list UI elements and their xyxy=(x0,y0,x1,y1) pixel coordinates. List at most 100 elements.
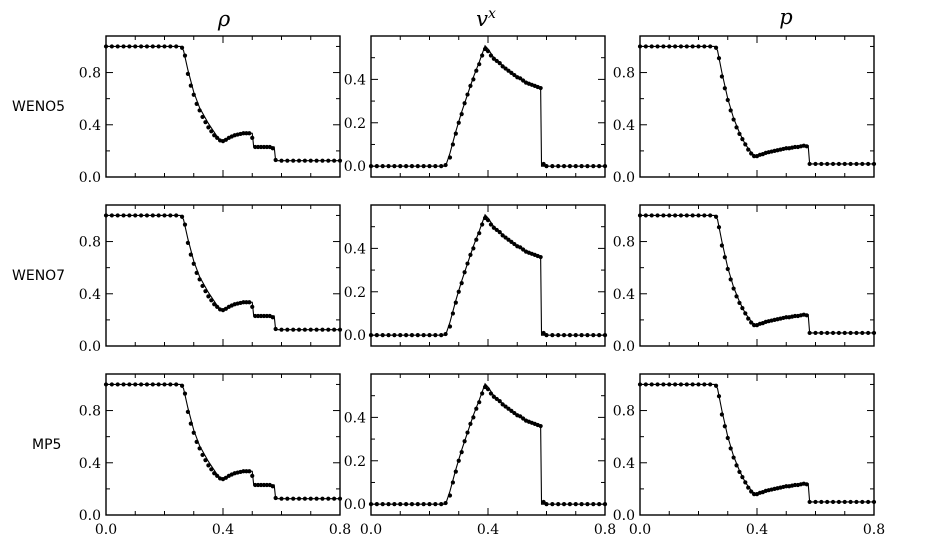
numerical-point xyxy=(719,412,725,417)
numerical-point xyxy=(150,213,155,218)
numerical-point xyxy=(447,324,453,329)
numerical-point xyxy=(482,215,488,221)
y-tick-label: 0.4 xyxy=(344,72,366,88)
numerical-point xyxy=(713,214,719,219)
x-tick-label: 0.0 xyxy=(360,522,382,538)
numerical-point xyxy=(813,161,818,167)
numerical-point xyxy=(746,147,751,152)
numerical-point xyxy=(185,240,190,245)
numerical-point xyxy=(521,78,526,83)
numerical-point xyxy=(740,306,745,311)
numerical-point xyxy=(550,502,555,507)
numerical-point xyxy=(690,44,695,49)
numerical-point xyxy=(737,300,742,306)
numerical-point xyxy=(567,333,573,338)
numerical-point xyxy=(156,213,161,218)
numerical-point xyxy=(550,164,555,169)
numerical-point xyxy=(197,446,202,451)
numerical-point xyxy=(702,213,707,218)
numerical-point xyxy=(503,235,508,240)
numerical-point xyxy=(185,409,190,414)
numerical-point xyxy=(556,502,561,507)
numerical-point xyxy=(241,300,246,305)
numerical-point xyxy=(673,382,678,387)
numerical-point xyxy=(427,502,432,507)
numerical-point xyxy=(462,270,467,275)
numerical-point xyxy=(731,455,736,460)
numerical-point xyxy=(179,214,185,219)
numerical-point xyxy=(127,213,132,218)
numerical-point xyxy=(439,333,444,338)
y-tick-label: 0.0 xyxy=(344,328,366,344)
numerical-point xyxy=(115,44,120,49)
numerical-point xyxy=(144,382,150,387)
numerical-point xyxy=(854,330,859,336)
numerical-point xyxy=(667,213,672,218)
numerical-point xyxy=(494,58,499,64)
numerical-point xyxy=(296,496,302,501)
numerical-point xyxy=(561,502,567,507)
numerical-point xyxy=(332,158,337,163)
numerical-point xyxy=(471,246,476,251)
numerical-point xyxy=(174,213,179,218)
numerical-point xyxy=(264,482,269,488)
numerical-point xyxy=(482,384,488,390)
numerical-point xyxy=(477,62,482,67)
numerical-point xyxy=(643,44,648,49)
numerical-point xyxy=(746,485,751,490)
numerical-point xyxy=(250,473,255,478)
numerical-point xyxy=(716,394,722,399)
numerical-point xyxy=(725,266,730,272)
numerical-point xyxy=(722,86,727,91)
numerical-point xyxy=(784,146,789,151)
numerical-point xyxy=(439,502,444,507)
numerical-point xyxy=(713,45,719,50)
numerical-point xyxy=(314,496,319,501)
numerical-point xyxy=(521,247,526,252)
numerical-point xyxy=(443,162,448,168)
numerical-point xyxy=(206,294,211,299)
numerical-point xyxy=(597,164,602,169)
numerical-point xyxy=(150,44,155,49)
numerical-point xyxy=(182,222,188,227)
numerical-point xyxy=(734,463,739,468)
numerical-point xyxy=(731,286,736,291)
numerical-point xyxy=(250,135,255,140)
numerical-point xyxy=(459,280,464,286)
exact-solution-line xyxy=(106,45,340,162)
exact-solution-line xyxy=(106,214,340,331)
numerical-point xyxy=(751,154,757,159)
numerical-point xyxy=(398,164,403,169)
numerical-point xyxy=(655,213,660,218)
numerical-point xyxy=(509,70,514,75)
numerical-point xyxy=(792,313,798,319)
numerical-point xyxy=(139,44,144,49)
numerical-point xyxy=(751,492,757,497)
y-tick-label: 0.2 xyxy=(344,285,366,301)
numerical-point xyxy=(314,327,319,332)
numerical-point xyxy=(579,164,584,169)
numerical-point xyxy=(144,213,150,218)
numerical-point xyxy=(386,502,391,507)
numerical-point xyxy=(512,241,517,247)
numerical-point xyxy=(453,131,458,136)
numerical-point xyxy=(453,469,458,474)
numerical-point xyxy=(314,158,319,163)
numerical-point xyxy=(139,382,144,387)
numerical-point xyxy=(825,330,830,336)
numerical-point xyxy=(690,213,695,218)
numerical-point xyxy=(474,237,479,242)
numerical-point xyxy=(661,382,666,387)
numerical-point xyxy=(749,320,754,325)
numerical-point xyxy=(544,502,549,507)
numerical-point xyxy=(443,500,448,506)
numerical-point xyxy=(247,131,252,136)
exact-solution-line xyxy=(640,383,874,503)
numerical-point xyxy=(279,158,284,163)
numerical-point xyxy=(541,499,546,505)
numerical-point xyxy=(716,56,722,61)
numerical-point xyxy=(471,415,476,420)
numerical-point xyxy=(506,237,511,242)
numerical-point xyxy=(494,396,499,402)
numerical-point xyxy=(433,333,438,338)
